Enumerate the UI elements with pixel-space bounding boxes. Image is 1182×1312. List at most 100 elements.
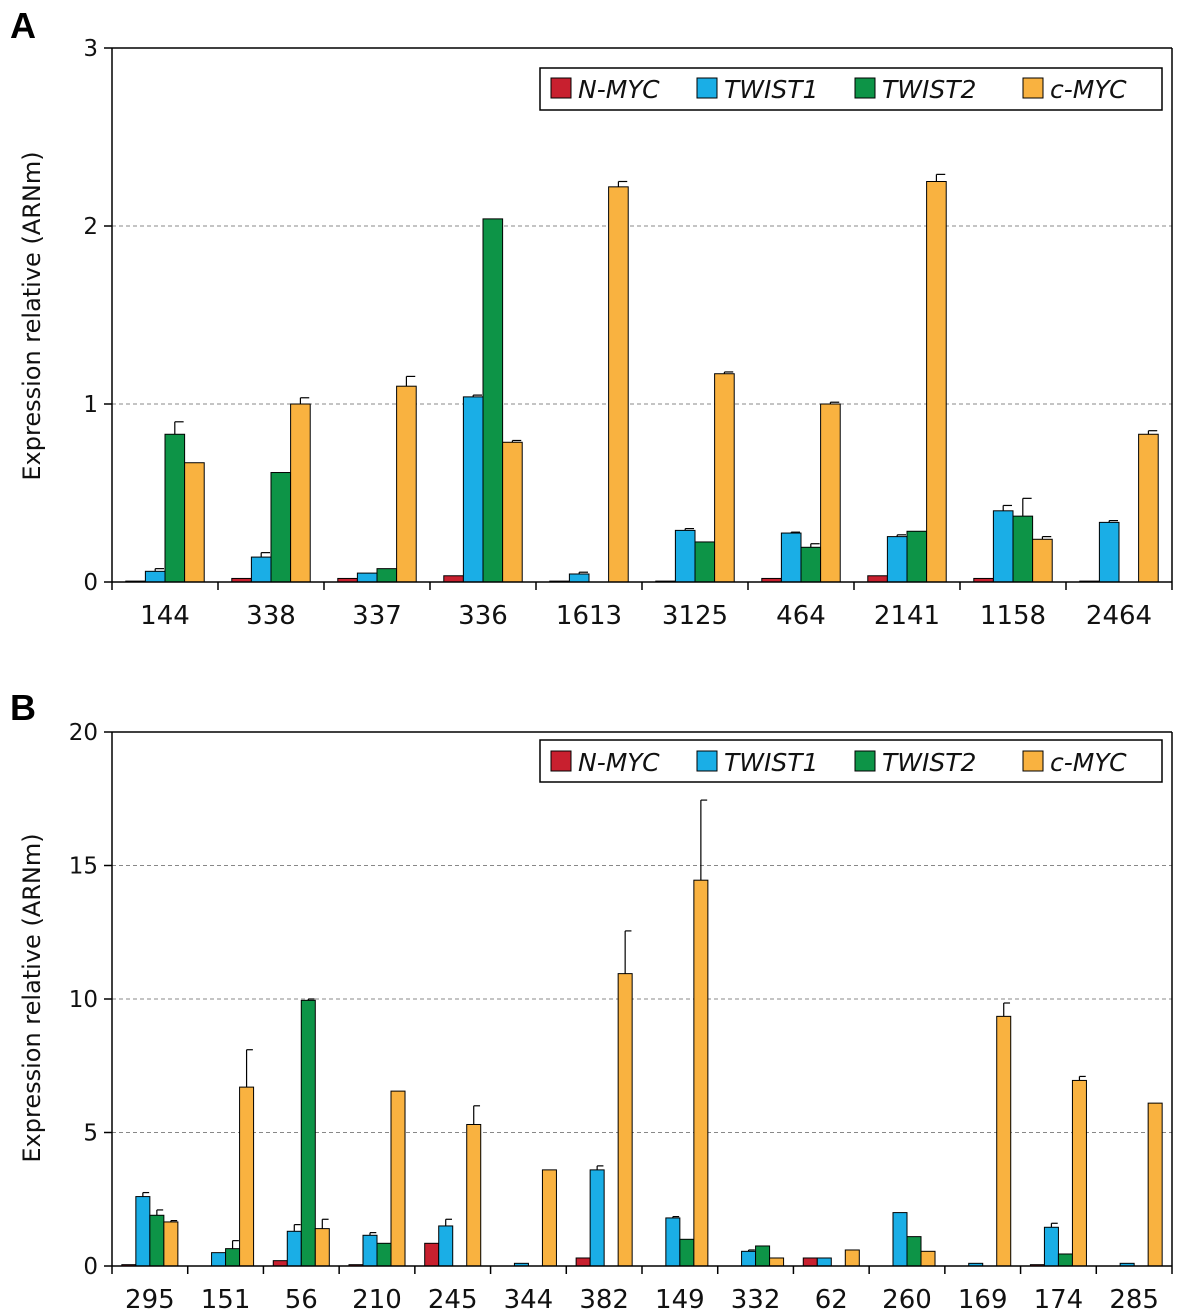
legend-swatch-twist2-a <box>854 77 876 99</box>
bar-c-myc-338-a <box>290 403 311 583</box>
bar-twist1-338-a <box>250 556 272 583</box>
y-ticks-a: 0 1 2 3 <box>83 36 112 596</box>
legend-label-n-myc-b: N-MYC <box>578 748 660 777</box>
bar-c-myc-336-a <box>502 441 523 583</box>
x-category-label-b: 169 <box>958 1285 1008 1312</box>
y-tick-label-a: 2 <box>83 214 98 240</box>
bar-twist2-151-b <box>225 1248 241 1267</box>
bar-twist2-464-a <box>800 546 822 583</box>
bar-c-myc-285-b <box>1147 1102 1163 1267</box>
bar-twist2-56-b <box>300 999 316 1267</box>
bar-c-myc-174-b <box>1071 1079 1087 1267</box>
legend-label-twist1-a: TWIST1 <box>724 75 818 104</box>
x-category-label-b: 151 <box>201 1285 251 1312</box>
x-category-label-a: 3125 <box>662 601 728 631</box>
bars-b <box>121 799 1163 1267</box>
bar-twist1-336-a <box>462 396 484 583</box>
bar-twist1-3125-a <box>674 529 696 583</box>
bar-twist2-332-b <box>755 1245 771 1267</box>
panel-letter-b: B <box>10 687 36 728</box>
bar-twist1-174-b <box>1043 1226 1059 1267</box>
bar-twist1-210-b <box>362 1234 378 1267</box>
bar-twist2-174-b <box>1057 1253 1073 1267</box>
gridlines-b <box>112 865 1172 1133</box>
bar-twist1-144-a <box>144 570 166 583</box>
bar-c-myc-149-b <box>693 879 709 1267</box>
bar-twist2-337-a <box>376 568 398 583</box>
legend-swatch-n-myc-b <box>550 750 572 772</box>
bar-n-myc-56-b <box>272 1260 288 1267</box>
bar-twist2-3125-a <box>694 541 716 583</box>
bar-twist1-332-b <box>741 1250 757 1267</box>
bar-c-myc-56-b <box>314 1228 330 1267</box>
legend-swatch-twist1-b <box>696 750 718 772</box>
bar-twist2-210-b <box>376 1242 392 1267</box>
bar-n-myc-245-b <box>424 1242 440 1267</box>
x-category-label-b: 174 <box>1034 1285 1084 1312</box>
legend-label-c-myc-b: c-MYC <box>1050 748 1127 777</box>
x-category-label-b: 149 <box>655 1285 705 1312</box>
x-category-label-b: 285 <box>1109 1285 1159 1312</box>
x-category-label-b: 382 <box>579 1285 629 1312</box>
x-category-label-a: 144 <box>140 601 190 631</box>
legend-frame-b <box>539 739 1163 783</box>
bar-c-myc-3125-a <box>714 373 735 583</box>
bar-c-myc-169-b <box>996 1015 1012 1267</box>
bar-twist1-260-b <box>892 1212 908 1267</box>
chart-panel-b: B Expression relative (ARNm) 0 5 10 15 20 29… <box>10 687 1173 1312</box>
legend-swatch-c-myc-b <box>1022 750 1044 772</box>
panel-letter-a: A <box>10 5 36 46</box>
legend-frame-a <box>539 67 1163 111</box>
bar-twist1-62-b <box>816 1257 832 1267</box>
x-category-label-b: 210 <box>352 1285 402 1312</box>
bar-c-myc-1158-a <box>1032 538 1053 583</box>
x-category-label-b: 260 <box>882 1285 932 1312</box>
bar-twist1-151-b <box>211 1252 227 1267</box>
x-category-labels-b: 295 151 56 210 245 344 382 149 332 62 260 169 174 285 <box>125 1266 1173 1312</box>
bar-c-myc-210-b <box>390 1090 406 1267</box>
legend-label-twist1-b: TWIST1 <box>724 748 818 777</box>
bars-a <box>125 173 1159 583</box>
bar-twist1-56-b <box>286 1230 302 1267</box>
y-tick-label-a: 3 <box>83 36 98 62</box>
bar-c-myc-245-b <box>466 1123 482 1267</box>
legend-swatch-twist1-a <box>696 77 718 99</box>
bar-twist1-2464-a <box>1098 521 1120 583</box>
bar-c-myc-62-b <box>844 1249 860 1267</box>
x-category-label-b: 56 <box>285 1285 318 1312</box>
x-category-label-b: 332 <box>731 1285 781 1312</box>
legend-label-twist2-b: TWIST2 <box>882 748 976 777</box>
bar-c-myc-295-b <box>163 1221 179 1267</box>
bar-c-myc-344-b <box>541 1169 557 1267</box>
legend-label-n-myc-a: N-MYC <box>578 75 660 104</box>
x-category-label-b: 62 <box>815 1285 848 1312</box>
y-tick-label-b: 20 <box>69 720 98 746</box>
bar-n-myc-2141-a <box>867 575 888 583</box>
y-tick-label-b: 15 <box>69 854 98 880</box>
y-tick-label-a: 1 <box>83 392 98 418</box>
bar-n-myc-382-b <box>575 1257 591 1267</box>
x-category-label-a: 1613 <box>556 601 622 631</box>
x-category-labels-a: 144 338 337 336 1613 3125 464 2141 1158 2464 <box>140 582 1173 631</box>
axes-a <box>111 47 1173 590</box>
bar-twist1-1613-a <box>568 573 590 583</box>
bar-twist1-245-b <box>438 1225 454 1267</box>
bar-twist1-295-b <box>135 1196 151 1267</box>
legend-a: N-MYC TWIST1 TWIST2 c-MYC <box>539 67 1163 111</box>
legend-label-twist2-a: TWIST2 <box>882 75 976 104</box>
x-category-label-a: 1158 <box>980 601 1046 631</box>
bar-twist2-1158-a <box>1012 515 1034 583</box>
bar-c-myc-337-a <box>396 385 417 583</box>
bar-twist1-149-b <box>665 1217 681 1267</box>
bar-c-myc-1613-a <box>608 186 629 583</box>
x-category-label-b: 245 <box>428 1285 478 1312</box>
y-tick-label-b: 10 <box>69 987 98 1013</box>
bar-twist1-382-b <box>589 1169 605 1267</box>
bar-c-myc-332-b <box>769 1257 785 1267</box>
bar-c-myc-151-b <box>239 1086 255 1267</box>
x-category-label-a: 2141 <box>874 601 940 631</box>
gridlines-a <box>112 225 1172 405</box>
bar-c-myc-2141-a <box>926 181 947 583</box>
bar-twist2-295-b <box>149 1214 165 1267</box>
x-category-label-b: 344 <box>504 1285 554 1312</box>
